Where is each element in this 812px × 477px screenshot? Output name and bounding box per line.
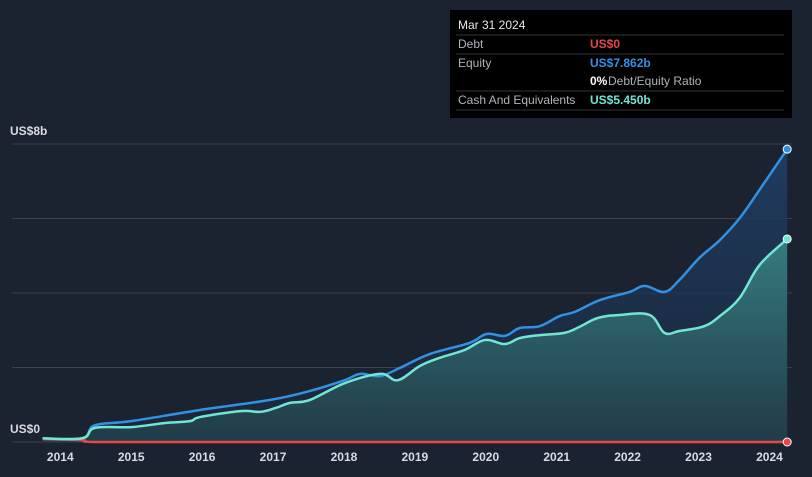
x-tick-label: 2024 [756,450,783,464]
x-tick-label: 2018 [331,450,358,464]
lines [42,144,792,447]
tooltip-label: Cash And Equivalents [458,93,575,107]
x-tick-label: 2017 [260,450,287,464]
x-tick-label: 2016 [189,450,216,464]
tooltip-box [450,10,792,118]
labels: US$0 US$8b 2014 2015 2016 2017 2018 2019 2020 202… [10,124,783,464]
x-tick-label: 2023 [685,450,712,464]
tooltip-ratio: 0% [590,74,608,88]
areas [42,149,788,442]
x-tick-label: 2022 [614,450,641,464]
end-dot [782,437,792,447]
x-tick-label: 2021 [543,450,570,464]
area [42,238,788,442]
x-tick-label: 2015 [118,450,145,464]
y-tick-label: US$8b [10,124,47,138]
x-tick-label: 2020 [472,450,499,464]
tooltip-date: Mar 31 2024 [458,18,526,32]
tooltip-value: US$0 [590,37,620,51]
tooltip-ratio-label: Debt/Equity Ratio [608,74,702,88]
end-dot [782,234,792,244]
tooltip-value: US$5.450b [590,93,651,107]
y-tick-label: US$0 [10,422,40,436]
tooltip-value: US$7.862b [590,56,651,70]
x-tick-label: 2014 [47,450,74,464]
tooltip-label: Debt [458,37,484,51]
line [42,148,789,441]
line [42,437,788,444]
tooltip-label: Equity [458,56,491,70]
tooltip: Mar 31 2024 Debt US$0 Equity US$7.862b 0… [450,10,792,118]
x-tick-label: 2019 [402,450,429,464]
line [42,238,789,441]
end-dot [782,144,792,154]
